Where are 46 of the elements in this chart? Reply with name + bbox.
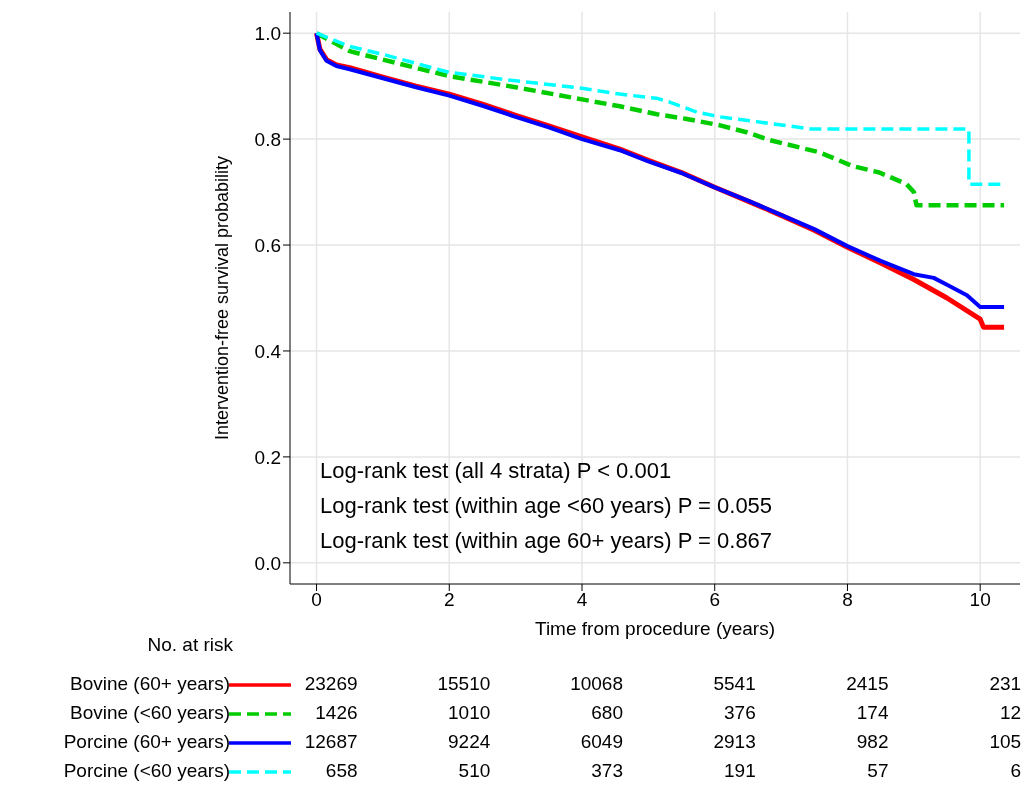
x-tick-label: 2 <box>443 589 455 611</box>
text: 1426 <box>315 702 358 724</box>
y-tick-label: 0.2 <box>254 446 281 468</box>
text: 5541 <box>713 673 756 695</box>
y-tick-label: 0.0 <box>254 552 281 574</box>
text: 2913 <box>713 731 756 753</box>
x-tick-label: 10 <box>969 589 991 611</box>
text: 174 <box>856 702 889 724</box>
y-tick-label: 1.0 <box>254 22 281 44</box>
legend-label: Porcine (<60 years) <box>63 760 230 782</box>
text: 658 <box>325 760 358 782</box>
text: 105 <box>989 731 1022 753</box>
annotation: Log-rank test (within age 60+ years) P = 0.867 <box>320 528 773 554</box>
text: 982 <box>856 731 889 753</box>
x-tick-label: 8 <box>842 589 853 611</box>
text: 1010 <box>448 702 491 724</box>
text: No. at risk <box>147 634 233 656</box>
y-axis-title: Intervention-free survival probability <box>212 155 233 441</box>
text: 23269 <box>304 673 358 695</box>
text: 15510 <box>437 673 491 695</box>
x-axis-title: Time from procedure (years) <box>534 618 776 640</box>
y-tick-label: 0.4 <box>254 340 282 362</box>
text: 10068 <box>570 673 623 695</box>
y-tick-label: 0.6 <box>254 234 281 256</box>
text: 376 <box>724 702 756 724</box>
text: 12 <box>1000 702 1022 724</box>
x-tick-label: 0 <box>311 589 322 611</box>
text: 57 <box>867 760 889 782</box>
text: 9224 <box>448 731 491 753</box>
annotation: Log-rank test (within age <60 years) P = 0.055 <box>320 493 773 519</box>
text: 6 <box>1010 760 1022 782</box>
text: 12687 <box>304 731 358 753</box>
y-tick-label: 0.8 <box>254 128 281 150</box>
x-tick-label: 4 <box>576 589 588 611</box>
x-tick-label: 6 <box>709 589 721 611</box>
legend-label: Bovine (60+ years) <box>70 673 230 695</box>
text: 680 <box>591 702 623 724</box>
text: 191 <box>724 760 756 782</box>
text: 2415 <box>846 673 889 695</box>
text: 510 <box>458 760 491 782</box>
text: 6049 <box>580 731 623 753</box>
legend-label: Porcine (60+ years) <box>63 731 230 753</box>
text: 373 <box>591 760 623 782</box>
text: 231 <box>989 673 1022 695</box>
annotation: Log-rank test (all 4 strata) P < 0.001 <box>320 458 672 484</box>
legend-label: Bovine (<60 years) <box>70 702 230 724</box>
